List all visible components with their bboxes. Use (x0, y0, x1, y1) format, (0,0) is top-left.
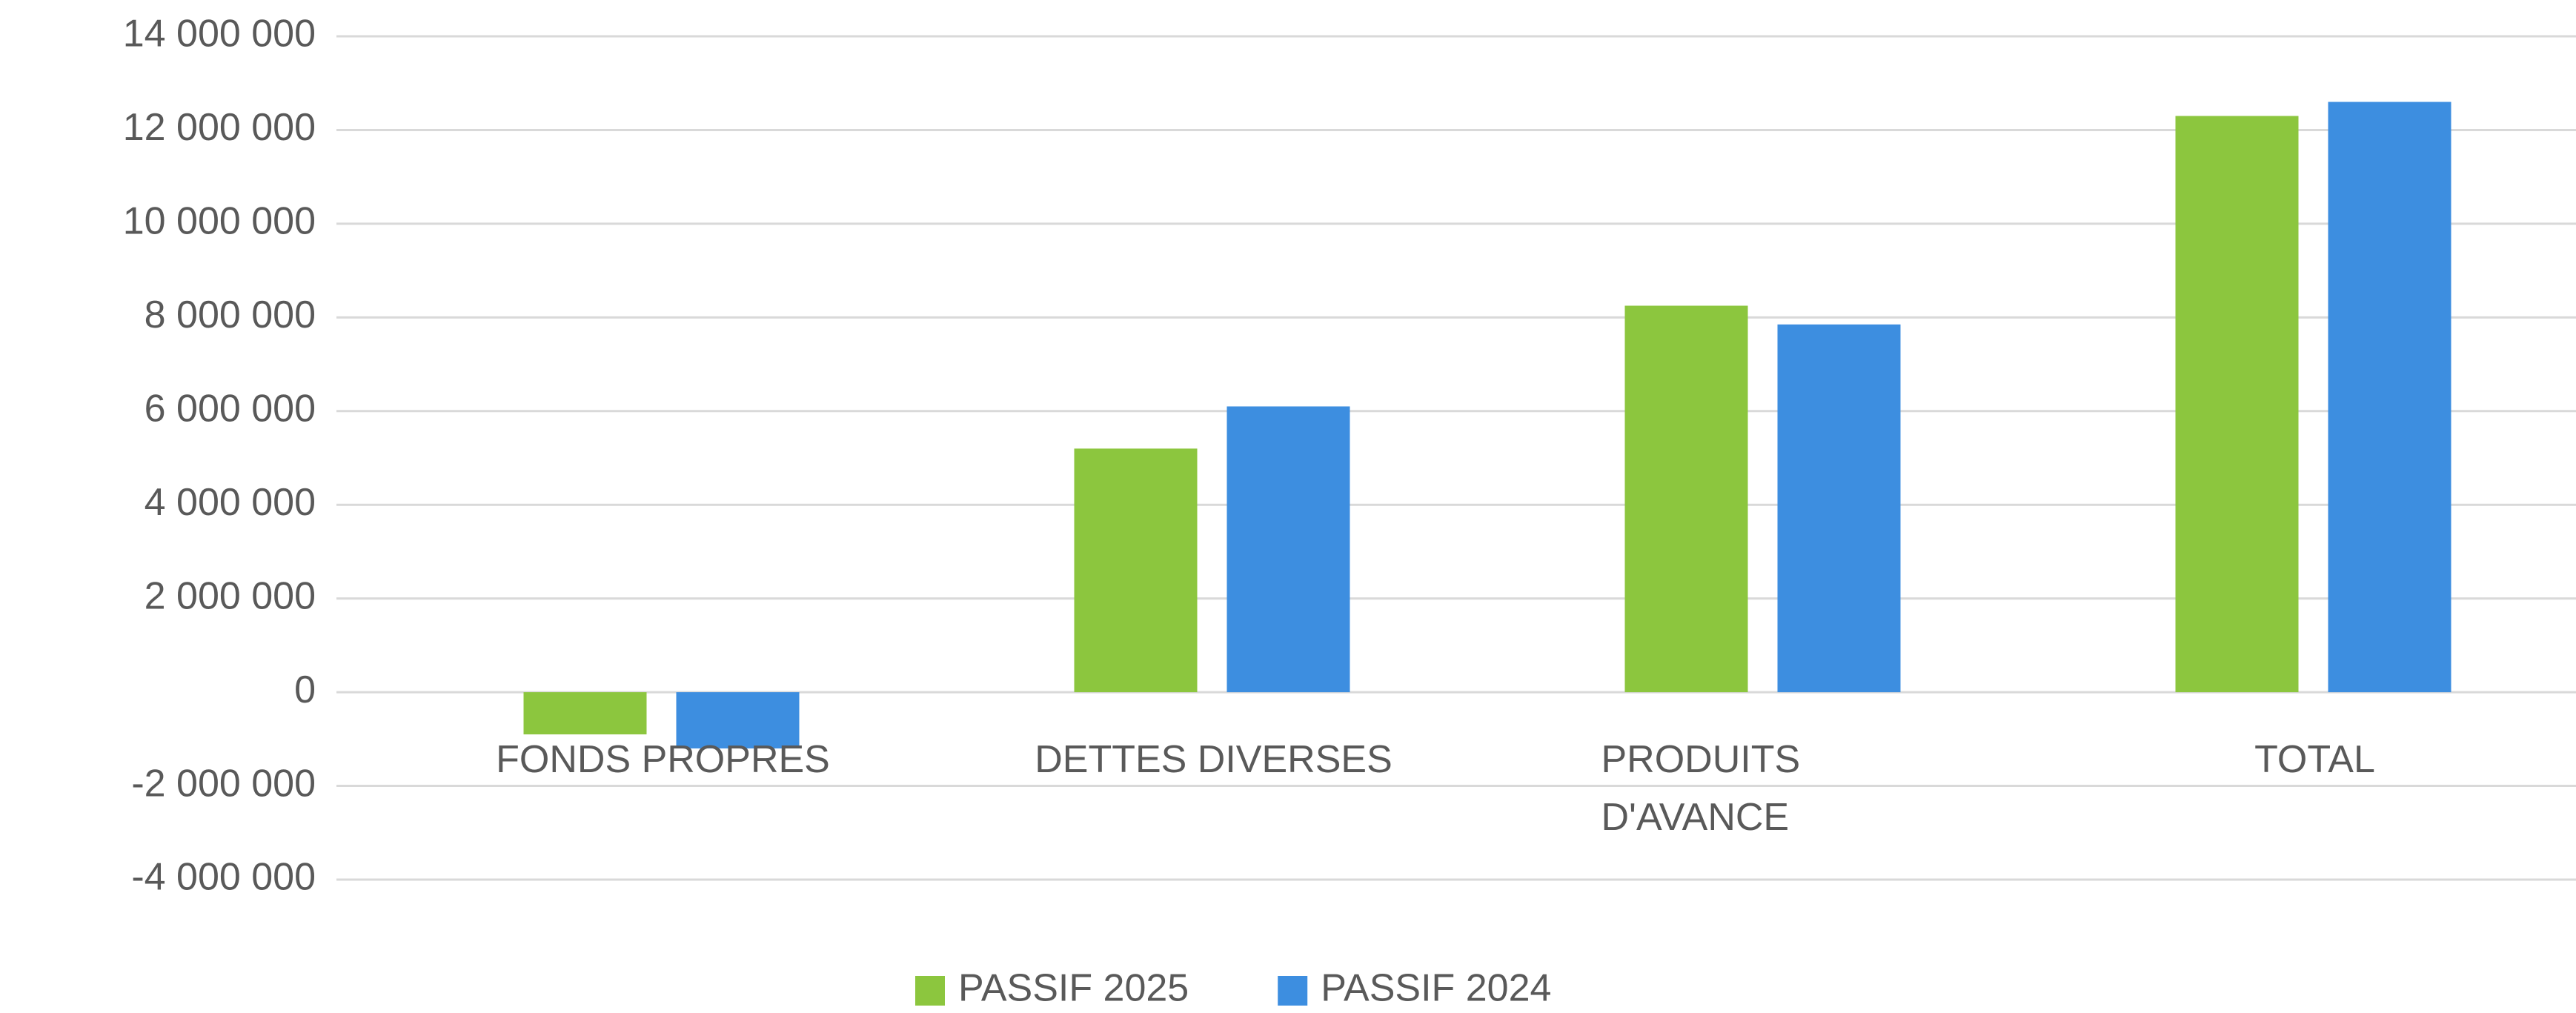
bar (1777, 324, 1901, 693)
y-tick-label: -4 000 000 (131, 856, 316, 899)
bar (523, 692, 647, 735)
y-tick-label: 10 000 000 (123, 200, 316, 243)
y-tick-label: 14 000 000 (123, 13, 316, 56)
y-tick-label: 8 000 000 (145, 293, 316, 336)
legend-label: PASSIF 2025 (958, 967, 1189, 1010)
legend-label: PASSIF 2024 (1321, 967, 1551, 1010)
x-tick-label: FONDS PROPRES (496, 738, 830, 781)
bar (1074, 448, 1198, 693)
bar (1226, 406, 1350, 693)
bar (2328, 102, 2451, 693)
bar (1624, 305, 1748, 693)
bar (676, 692, 800, 748)
x-tick-label: DETTES DIVERSES (1035, 738, 1392, 781)
x-tick-label: TOTAL (2254, 738, 2375, 781)
x-tick-label: PRODUITS D'AVANCE (1601, 738, 1801, 839)
bar (2175, 116, 2299, 693)
y-tick-label: 12 000 000 (123, 106, 316, 149)
y-tick-label: -2 000 000 (131, 762, 316, 805)
y-tick-label: 0 (294, 668, 316, 711)
y-tick-label: 4 000 000 (145, 481, 316, 524)
legend-swatch (915, 976, 945, 1006)
legend-swatch (1278, 976, 1308, 1006)
y-tick-label: 6 000 000 (145, 388, 316, 431)
y-tick-label: 2 000 000 (145, 574, 316, 617)
